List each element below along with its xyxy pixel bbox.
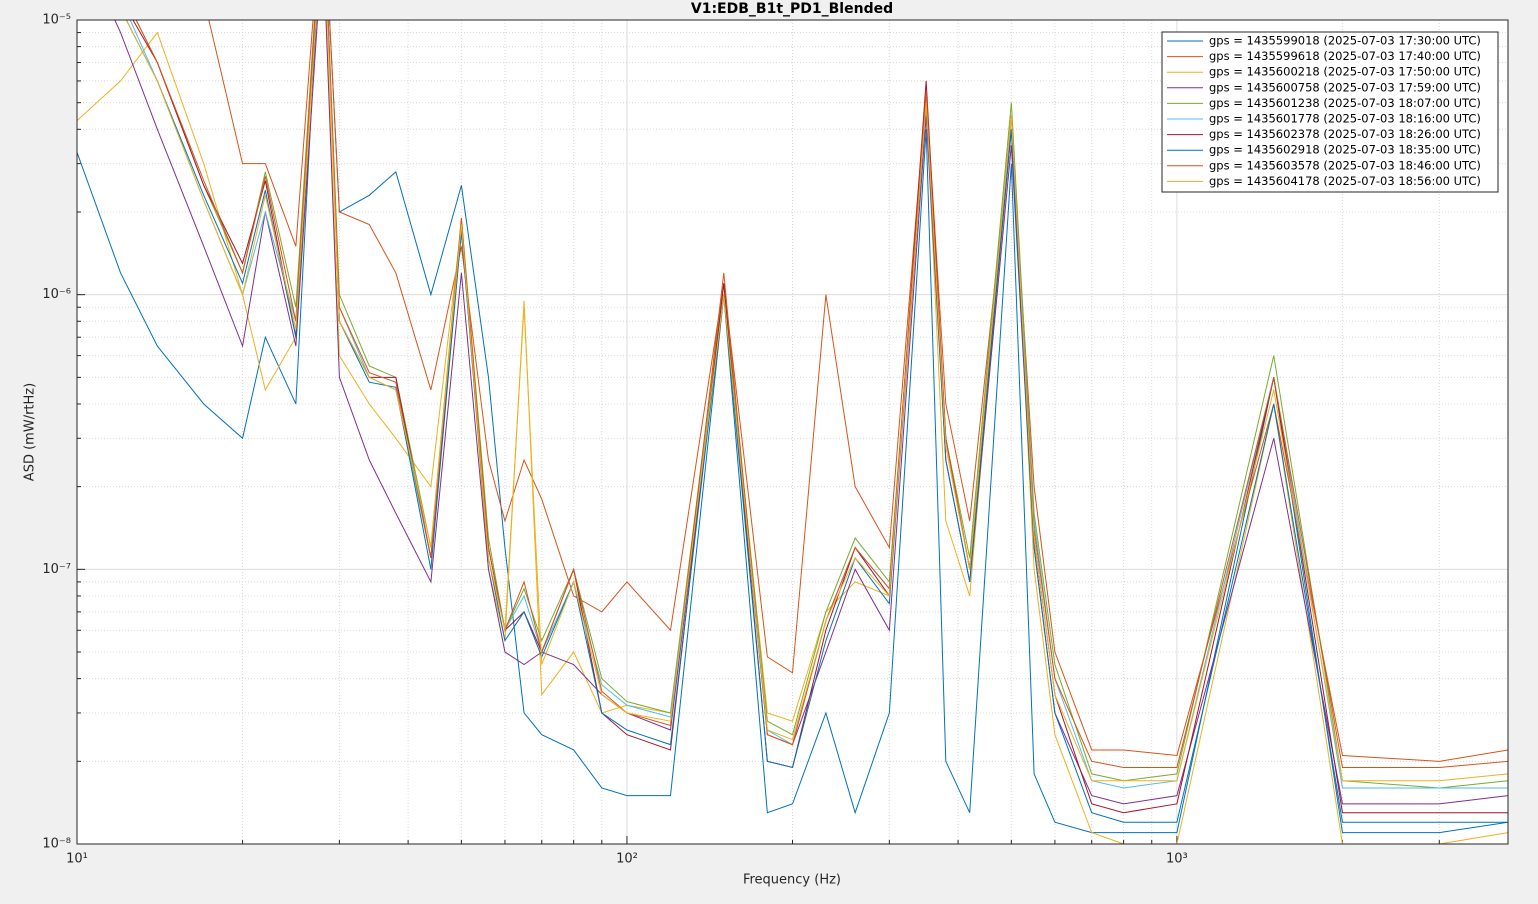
legend-label: gps = 1435603578 (2025-07-03 18:46:00 UT…: [1209, 158, 1481, 172]
legend-label: gps = 1435600218 (2025-07-03 17:50:00 UT…: [1209, 65, 1481, 79]
grid: [76, 19, 1508, 845]
series-line: [135, 20, 1508, 768]
legend-box: [1161, 31, 1499, 193]
x-tick-label: 10³: [1166, 852, 1188, 867]
x-axis-label: Frequency (Hz): [743, 873, 841, 888]
series-line: [114, 20, 1508, 805]
y-axis-label: ASD (mW/rtHz): [23, 383, 38, 481]
y-tick-label: 10⁻⁵: [42, 13, 71, 28]
lines: [77, 20, 1508, 844]
y-tick-label: 10⁻⁸: [42, 837, 71, 852]
chart-title: V1:EDB_B1t_PD1_Blended: [691, 1, 893, 17]
x-tick-label: 10¹: [66, 852, 88, 867]
series-line: [208, 20, 1508, 762]
y-tick-label: 10⁻⁷: [42, 562, 71, 577]
legend-label: gps = 1435602918 (2025-07-03 18:35:00 UT…: [1209, 143, 1481, 157]
axes-box: [76, 19, 1509, 845]
x-tick-label: 10²: [616, 852, 638, 867]
legend-label: gps = 1435604178 (2025-07-03 18:56:00 UT…: [1209, 174, 1481, 188]
legend: gps = 1435599018 (2025-07-03 17:30:00 UT…: [1161, 31, 1499, 193]
legend-label: gps = 1435599618 (2025-07-03 17:40:00 UT…: [1209, 49, 1481, 63]
legend-label: gps = 1435601238 (2025-07-03 18:07:00 UT…: [1209, 96, 1481, 110]
legend-label: gps = 1435601778 (2025-07-03 18:16:00 UT…: [1209, 112, 1481, 126]
legend-label: gps = 1435600758 (2025-07-03 17:59:00 UT…: [1209, 80, 1481, 94]
y-tick-label: 10⁻⁶: [42, 287, 71, 302]
legend-label: gps = 1435599018 (2025-07-03 17:30:00 UT…: [1209, 34, 1481, 48]
legend-label: gps = 1435602378 (2025-07-03 18:26:00 UT…: [1209, 127, 1481, 141]
series-line: [125, 20, 1508, 782]
